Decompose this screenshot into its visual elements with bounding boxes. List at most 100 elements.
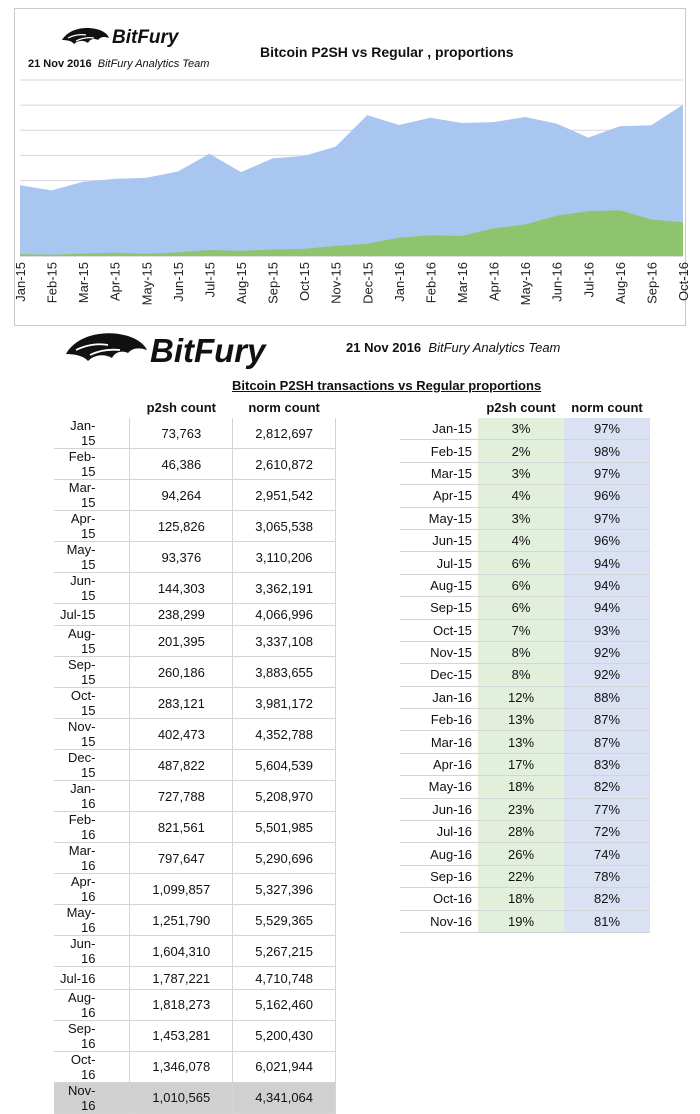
table-row: Nov-15 8% 92% [400, 641, 650, 665]
month-cell: Nov-16 [400, 910, 478, 933]
norm-count-cell: 4,066,996 [232, 603, 336, 627]
table-row: May-16 18% 82% [400, 775, 650, 799]
norm-count-cell: 3,110,206 [232, 541, 336, 573]
table-row: Dec-15 8% 92% [400, 663, 650, 687]
panther-icon [62, 28, 109, 44]
table-row: Jun-15 144,303 3,362,191 [54, 572, 336, 604]
x-tick-label: Mar-16 [455, 262, 470, 303]
x-tick-label: Jun-16 [550, 262, 565, 302]
norm-count-cell: 3,981,172 [232, 687, 336, 720]
bitfury-logo-bottom: BitFury [64, 330, 304, 374]
area-chart: Jan-15 Feb-15 Mar-15 Apr-15 May-15 Jun-15 Jul-… [13, 79, 691, 305]
table-row: Sep-15 6% 94% [400, 596, 650, 620]
norm-count-cell: 5,267,215 [232, 935, 336, 968]
month-cell: Apr-16 [54, 873, 131, 906]
norm-percent-cell: 78% [564, 865, 650, 889]
x-tick-labels: Jan-15 Feb-15 Mar-15 Apr-15 May-15 Jun-15 Jul-… [13, 262, 691, 305]
p2sh-percent-cell: 3% [478, 507, 564, 530]
norm-percent-cell: 97% [564, 462, 650, 486]
chart-title: Bitcoin P2SH vs Regular , proportions [260, 44, 514, 60]
p2sh-percent-cell: 8% [478, 641, 564, 665]
p2sh-count-cell: 1,604,310 [129, 935, 234, 968]
norm-percent-cell: 98% [564, 439, 650, 463]
p2sh-percent-cell: 4% [478, 484, 564, 508]
norm-count-cell: 5,200,430 [232, 1020, 336, 1052]
month-cell: Mar-15 [54, 479, 131, 511]
month-cell: Apr-15 [400, 484, 478, 508]
norm-percent-cell: 82% [564, 887, 650, 911]
p2sh-percent-cell: 28% [478, 820, 564, 844]
table-row: Feb-16 821,561 5,501,985 [54, 811, 336, 844]
month-cell: Oct-16 [400, 887, 478, 911]
x-tick-label: Oct-15 [297, 262, 312, 301]
p2sh-count-cell: 73,763 [129, 418, 234, 449]
p2sh-count-cell: 260,186 [129, 656, 234, 689]
table-title: Bitcoin P2SH transactions vs Regular pro… [232, 378, 542, 393]
x-tick-label: Apr-15 [108, 262, 123, 301]
p2sh-count-cell: 1,251,790 [129, 904, 234, 937]
month-cell: Sep-15 [54, 656, 131, 689]
norm-percent-cell: 88% [564, 686, 650, 710]
month-cell: Jul-15 [54, 603, 131, 627]
p2sh-percent-cell: 12% [478, 686, 564, 710]
table-row: Nov-16 19% 81% [400, 910, 650, 933]
norm-percent-cell: 82% [564, 775, 650, 799]
month-cell: May-16 [400, 775, 478, 799]
p2sh-count-cell: 1,453,281 [129, 1020, 234, 1052]
p2sh-percent-cell: 8% [478, 663, 564, 687]
norm-count-cell: 3,337,108 [232, 625, 336, 658]
table-row: Oct-16 1,346,078 6,021,944 [54, 1051, 336, 1083]
table-header-row: p2sh count norm count [400, 397, 650, 418]
table-row: Mar-15 94,264 2,951,542 [54, 479, 336, 511]
x-tick-label: Jul-15 [202, 262, 217, 297]
table-row: Mar-16 797,647 5,290,696 [54, 842, 336, 875]
x-tick-label: Jan-15 [13, 262, 28, 302]
p2sh-count-cell: 1,099,857 [129, 873, 234, 906]
table-row: Feb-16 13% 87% [400, 708, 650, 732]
norm-percent-cell: 97% [564, 418, 650, 441]
table-date: 21 Nov 2016 [346, 340, 422, 355]
p2sh-count-cell: 201,395 [129, 625, 234, 658]
p2sh-count-cell: 1,346,078 [129, 1051, 234, 1083]
norm-count-cell: 5,529,365 [232, 904, 336, 937]
x-tick-label: Sep-16 [644, 262, 659, 304]
p2sh-count-cell: 727,788 [129, 780, 234, 813]
column-header: norm count [248, 400, 320, 415]
table-row: May-16 1,251,790 5,529,365 [54, 904, 336, 937]
chart-date: 21 Nov 2016 [28, 58, 92, 70]
table-row: May-15 3% 97% [400, 507, 650, 530]
month-cell: Mar-16 [400, 730, 478, 754]
table-row: Jul-15 238,299 4,066,996 [54, 603, 336, 627]
p2sh-count-cell: 487,822 [129, 749, 234, 782]
p2sh-percent-cell: 2% [478, 439, 564, 463]
p2sh-count-cell: 93,376 [129, 541, 234, 573]
counts-table: p2sh count norm count Jan-15 73,763 2,812,… [54, 397, 336, 1114]
norm-count-cell: 4,352,788 [232, 718, 336, 751]
month-cell: Dec-15 [54, 749, 131, 782]
month-cell: Jul-16 [400, 820, 478, 844]
month-cell: Mar-15 [400, 462, 478, 486]
x-tick-label: Aug-16 [613, 262, 628, 304]
p2sh-percent-cell: 6% [478, 596, 564, 620]
p2sh-count-cell: 144,303 [129, 572, 234, 604]
column-header: norm count [571, 400, 643, 415]
p2sh-percent-cell: 13% [478, 730, 564, 754]
chart-caption: 21 Nov 2016 BitFury Analytics Team [28, 58, 209, 70]
norm-count-cell: 5,501,985 [232, 811, 336, 844]
p2sh-percent-cell: 22% [478, 865, 564, 889]
x-tick-label: Jan-16 [392, 262, 407, 302]
x-tick-label: May-15 [139, 262, 154, 305]
table-row: Oct-15 283,121 3,981,172 [54, 687, 336, 720]
table-row: Sep-16 22% 78% [400, 865, 650, 889]
p2sh-count-cell: 1,010,565 [129, 1082, 234, 1114]
month-cell: Aug-16 [400, 842, 478, 866]
norm-percent-cell: 97% [564, 507, 650, 530]
table-row: Apr-16 1,099,857 5,327,396 [54, 873, 336, 906]
p2sh-percent-cell: 4% [478, 529, 564, 553]
table-team: BitFury Analytics Team [428, 340, 561, 355]
column-header [400, 397, 478, 418]
x-tick-label: Apr-16 [487, 262, 502, 301]
p2sh-percent-cell: 18% [478, 775, 564, 799]
p2sh-percent-cell: 26% [478, 842, 564, 866]
table-row: Dec-15 487,822 5,604,539 [54, 749, 336, 782]
